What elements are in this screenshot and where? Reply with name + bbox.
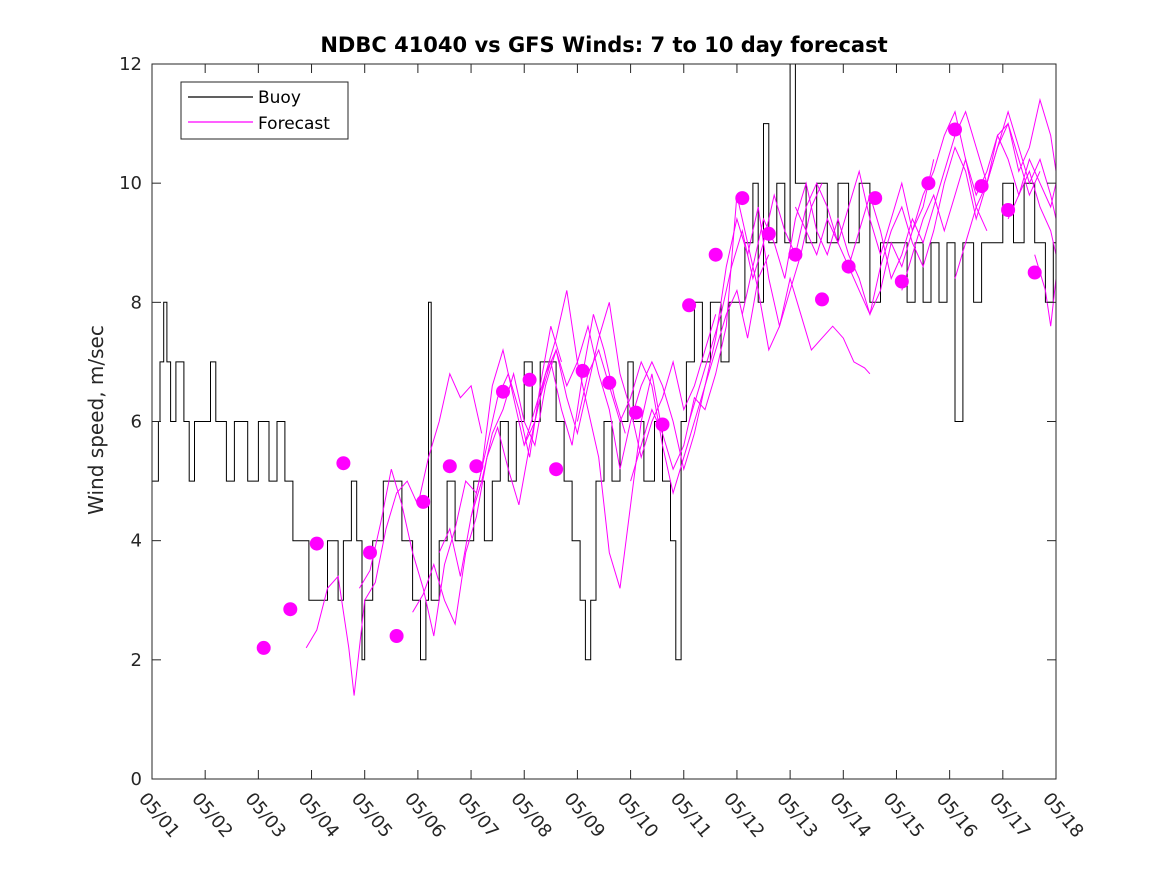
legend-box xyxy=(180,81,349,140)
x-tick-label-10: 05/11 xyxy=(666,789,715,842)
y-tick-label-1: 2 xyxy=(131,650,142,671)
series-buoy-line xyxy=(152,63,1056,661)
legend: Buoy Forecast xyxy=(180,81,349,140)
y-tick-label-6: 12 xyxy=(119,54,142,75)
x-tick-label-16: 05/17 xyxy=(985,789,1034,842)
forecast-marker-20 xyxy=(761,226,776,241)
x-tick-label-1: 05/02 xyxy=(187,789,236,842)
series-forecast-trace-8 xyxy=(630,194,871,482)
forecast-marker-17 xyxy=(682,298,697,313)
forecast-marker-12 xyxy=(549,462,564,477)
y-tick-label-3: 6 xyxy=(131,412,142,433)
forecast-marker-1 xyxy=(256,640,271,655)
forecast-marker-21 xyxy=(788,247,803,262)
y-axis-label: Wind speed, m/sec xyxy=(84,325,108,515)
x-tick-label-15: 05/16 xyxy=(932,789,981,842)
forecast-marker-30 xyxy=(1027,265,1042,280)
plot-area xyxy=(152,63,1057,696)
forecast-marker-10 xyxy=(496,384,510,399)
series-forecast-trace-9 xyxy=(688,159,935,422)
forecast-marker-2 xyxy=(283,602,298,617)
x-tick-label-12: 05/13 xyxy=(772,789,821,842)
series-forecast-trace-6 xyxy=(523,254,770,472)
x-tick-label-3: 05/04 xyxy=(294,789,343,842)
x-tick-label-11: 05/12 xyxy=(719,789,768,842)
x-tick-label-4: 05/05 xyxy=(347,789,396,842)
series-forecast-trace-11 xyxy=(794,122,1041,316)
forecast-marker-6 xyxy=(389,629,404,643)
series-forecast-trace-7 xyxy=(576,182,823,495)
forecast-marker-13 xyxy=(575,363,590,378)
forecast-marker-7 xyxy=(416,494,431,509)
series-forecast-trace-1 xyxy=(305,372,483,696)
x-tick-label-17: 05/18 xyxy=(1038,789,1087,842)
forecast-marker-18 xyxy=(708,247,723,262)
forecast-marker-9 xyxy=(469,459,484,474)
series-forecast-trace-10 xyxy=(741,110,988,316)
forecast-marker-25 xyxy=(894,274,909,289)
forecast-marker-28 xyxy=(974,179,989,194)
forecast-marker-27 xyxy=(948,122,962,137)
x-tick-label-13: 05/14 xyxy=(825,789,874,842)
legend-label-forecast: Forecast xyxy=(258,114,330,134)
forecast-marker-15 xyxy=(628,405,643,420)
y-tick-label-5: 10 xyxy=(119,173,142,194)
x-tick-label-8: 05/09 xyxy=(560,789,609,842)
forecast-marker-5 xyxy=(363,545,377,560)
forecast-marker-8 xyxy=(442,459,457,474)
forecast-marker-19 xyxy=(735,191,750,206)
x-tick-label-0: 05/01 xyxy=(134,789,183,842)
forecast-marker-16 xyxy=(655,417,670,432)
forecast-marker-3 xyxy=(309,536,324,551)
forecast-marker-23 xyxy=(841,259,856,274)
forecast-marker-24 xyxy=(868,191,883,206)
forecast-marker-26 xyxy=(921,176,936,191)
x-tick-label-7: 05/08 xyxy=(506,789,555,842)
series-forecast-trace-15 xyxy=(1007,169,1057,255)
series-forecast-trace-5 xyxy=(470,302,717,517)
series-forecast-trace-4 xyxy=(438,290,663,589)
y-tick-label-2: 4 xyxy=(131,531,142,552)
y-tick-label-0: 0 xyxy=(131,769,142,790)
x-tick-label-2: 05/03 xyxy=(241,789,290,842)
forecast-marker-22 xyxy=(815,292,829,307)
legend-label-buoy: Buoy xyxy=(258,88,301,108)
forecast-marker-29 xyxy=(1001,203,1016,217)
x-tick-label-9: 05/10 xyxy=(613,789,662,842)
x-tick-label-5: 05/06 xyxy=(400,789,449,842)
axes: 05/01 05/02 05/03 05/04 05/05 05/06 05/07 05/08… xyxy=(119,54,1088,842)
x-tick-label-6: 05/07 xyxy=(453,789,502,842)
x-tick-label-14: 05/15 xyxy=(879,789,928,842)
forecast-marker-14 xyxy=(602,375,617,390)
chart-title: NDBC 41040 vs GFS Winds: 7 to 10 day for… xyxy=(320,33,887,57)
series-forecast-trace-2 xyxy=(358,326,562,637)
forecast-marker-11 xyxy=(522,372,537,387)
series-forecast-trace-14 xyxy=(954,109,1057,279)
y-tick-label-4: 8 xyxy=(131,292,142,313)
forecast-marker-4 xyxy=(336,456,351,471)
